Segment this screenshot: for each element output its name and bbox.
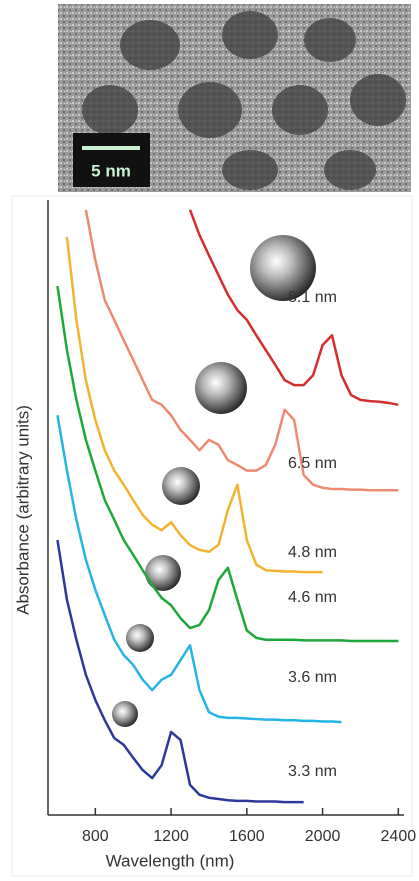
series-label: 3.3 nm <box>288 763 337 780</box>
y-axis-title: Absorbance (arbitrary units) <box>13 405 32 615</box>
x-tick-label: 2000 <box>305 828 341 845</box>
spectrum-line <box>57 540 303 802</box>
series-label: 6.5 nm <box>288 455 337 472</box>
panel-border <box>12 196 412 876</box>
micrograph: 5 nm <box>58 4 411 192</box>
series-label: 4.8 nm <box>288 544 337 561</box>
series-label: 8.1 nm <box>288 289 337 306</box>
x-tick-label: 800 <box>82 828 109 845</box>
spectrum-line <box>57 286 398 641</box>
x-tick-label: 1600 <box>229 828 265 845</box>
particle-icons <box>112 235 316 727</box>
scale-bar <box>82 146 140 150</box>
x-axis-title: Wavelength (nm) <box>106 851 235 870</box>
series-label: 3.6 nm <box>288 669 337 686</box>
spectrum-line <box>86 210 398 490</box>
series-label: 4.6 nm <box>288 589 337 606</box>
x-tick-label: 2400 <box>381 828 417 845</box>
scale-bar-label: 5 nm <box>91 161 131 180</box>
x-tick-label: 1200 <box>153 828 189 845</box>
figure: 5 nm Wavelength (nm) Absorbance (arbitra… <box>0 0 419 881</box>
